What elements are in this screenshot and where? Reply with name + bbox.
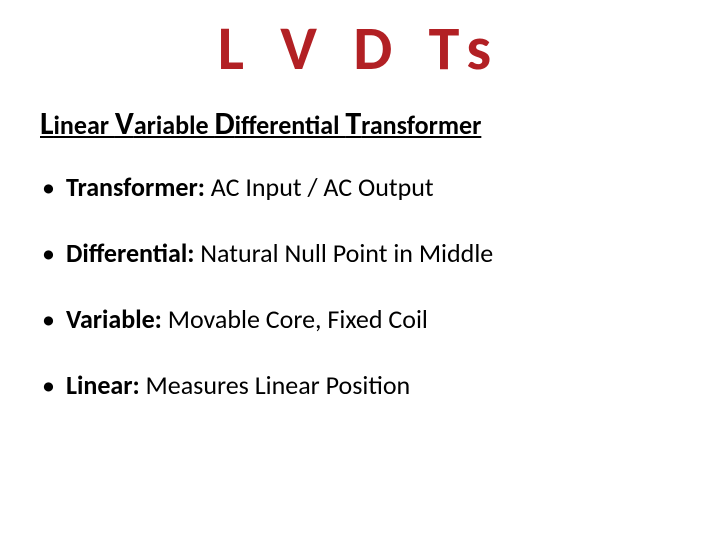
- bullet-desc: Movable Core, Fixed Coil: [162, 303, 428, 335]
- subtitle-cap-T: T: [345, 104, 361, 143]
- bullet-term: Differential:: [66, 237, 194, 269]
- list-item: Transformer: AC Input / AC Output: [40, 171, 680, 203]
- subtitle-rest-inear: inear: [54, 109, 115, 141]
- bullet-list: Transformer: AC Input / AC Output Differ…: [40, 171, 680, 401]
- subtitle-cap-L: L: [40, 104, 54, 143]
- list-item: Differential: Natural Null Point in Midd…: [40, 237, 680, 269]
- slide-title: L V D Ts: [40, 10, 680, 86]
- bullet-term: Variable:: [66, 303, 162, 335]
- list-item: Variable: Movable Core, Fixed Coil: [40, 303, 680, 335]
- list-item: Linear: Measures Linear Position: [40, 369, 680, 401]
- subtitle-rest-ransformer: ransformer: [361, 109, 481, 141]
- bullet-term: Linear:: [66, 369, 140, 401]
- bullet-desc: AC Input / AC Output: [205, 171, 434, 203]
- bullet-desc: Natural Null Point in Middle: [194, 237, 493, 269]
- subtitle-rest-ariable: ariable: [134, 109, 215, 141]
- subtitle-cap-V: V: [115, 104, 134, 143]
- bullet-term: Transformer:: [66, 171, 205, 203]
- subtitle-cap-D: D: [214, 104, 234, 143]
- subtitle: Linear Variable Differential Transformer: [40, 104, 680, 143]
- subtitle-rest-ifferential: ifferential: [235, 109, 346, 141]
- bullet-desc: Measures Linear Position: [140, 369, 411, 401]
